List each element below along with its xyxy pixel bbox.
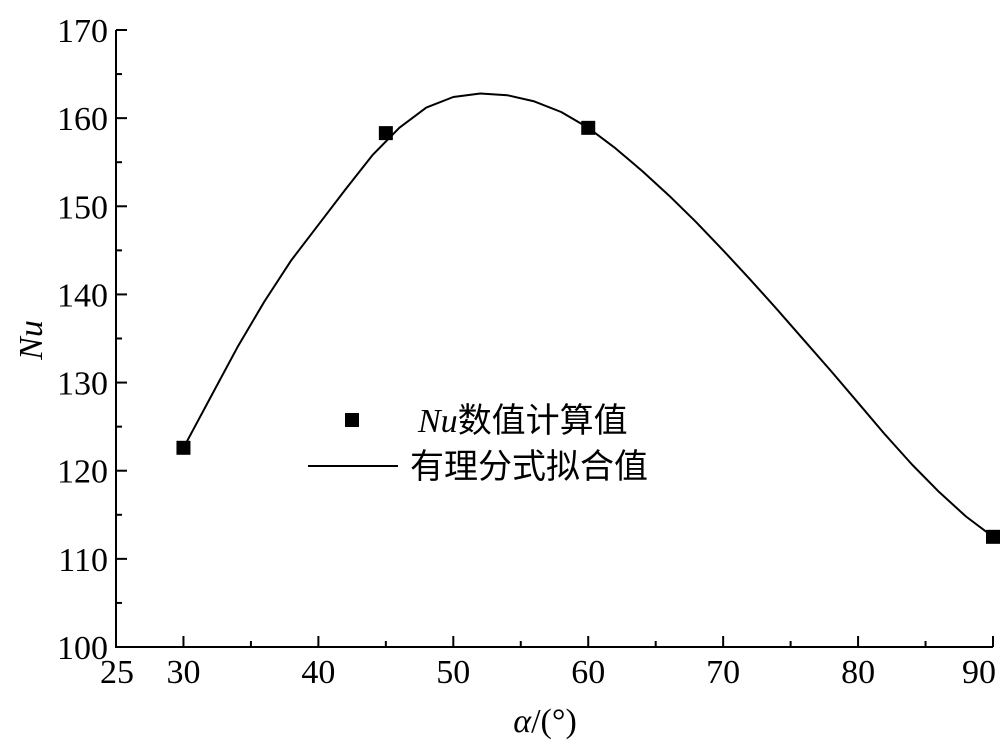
y-axis-title: Nu	[13, 320, 50, 361]
legend: Nu数值计算值 有理分式拟合值	[308, 402, 648, 486]
y-tick-label: 170	[57, 13, 108, 50]
data-point	[176, 440, 191, 455]
y-tick-label: 120	[57, 454, 108, 491]
x-tick-label: 70	[706, 654, 740, 691]
y-tick-label: 150	[57, 189, 108, 226]
data-point	[986, 529, 1000, 544]
y-tick-label: 160	[57, 101, 108, 138]
x-tick-label: 30	[166, 654, 200, 691]
x-axis-unit: /(°)	[531, 703, 577, 740]
data-point	[378, 126, 393, 141]
x-tick-label: 80	[841, 654, 875, 691]
ticks: 100 110 120 130 140 150 160 170 25 30 40 50 60 70 80 90	[57, 13, 996, 691]
y-tick-label: 130	[57, 366, 108, 403]
legend-marker-square	[345, 413, 359, 427]
x-tick-label: 40	[301, 654, 335, 691]
axes	[115, 30, 993, 648]
data-point	[581, 120, 596, 135]
x-tick-label: 50	[436, 654, 470, 691]
legend-label-computed-text: 数值计算值	[458, 402, 628, 440]
x-axis-symbol: α	[513, 703, 532, 740]
x-tick-label: 25	[100, 654, 134, 691]
plot-area	[176, 92, 1000, 544]
x-axis-title: α/(°)	[513, 703, 577, 740]
x-tick-label: 90	[962, 654, 996, 691]
x-tick-label: 60	[571, 654, 605, 691]
y-tick-label: 110	[58, 542, 108, 579]
legend-label-computed-prefix: Nu	[417, 403, 458, 440]
y-tick-label: 140	[57, 277, 108, 314]
legend-label-fit: 有理分式拟合值	[410, 448, 648, 486]
legend-label-computed: Nu数值计算值	[417, 402, 628, 440]
y-tick-label: 100	[57, 630, 108, 667]
